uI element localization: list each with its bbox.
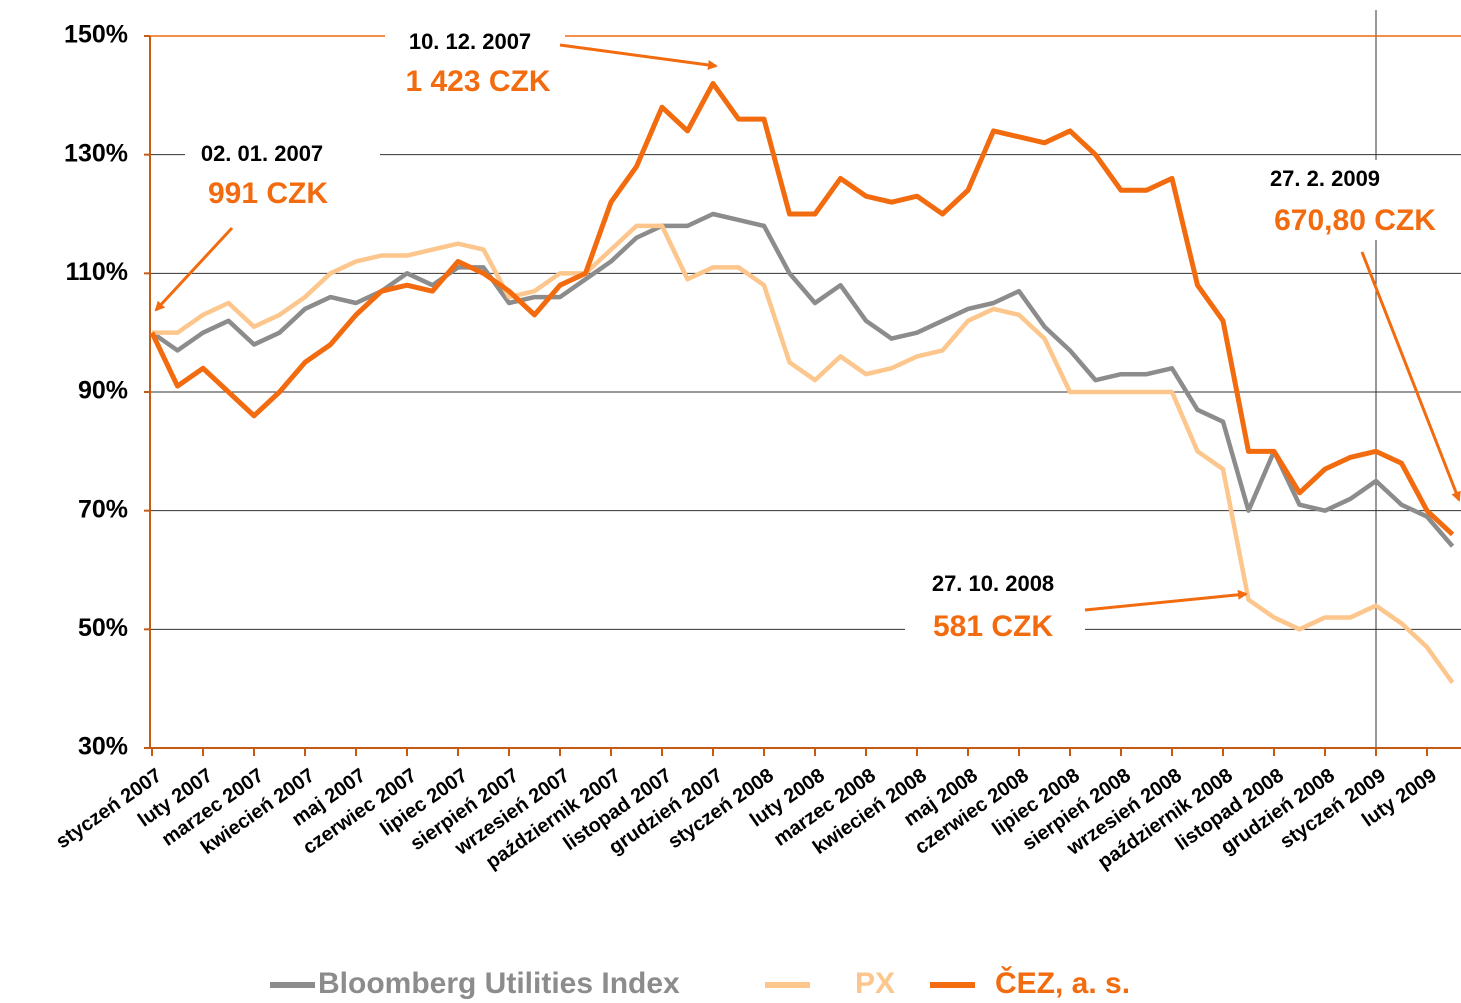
y-tick-label: 30%	[78, 733, 128, 761]
y-tick-label: 130%	[64, 139, 128, 167]
y-tick-label: 90%	[78, 377, 128, 405]
annotation-arrow	[1084, 589, 1248, 612]
legend-label: Bloomberg Utilities Index	[318, 967, 680, 1000]
annotation-date: 27. 10. 2008	[932, 571, 1054, 596]
annotation-date: 10. 12. 2007	[409, 29, 531, 54]
series-line	[149, 80, 1455, 537]
annotation-price: 1 423 CZK	[405, 65, 550, 98]
annotation-price: 670,80 CZK	[1274, 204, 1436, 237]
y-tick-label: 50%	[78, 614, 128, 642]
annotation-bg	[1250, 160, 1455, 240]
annotation-arrow	[1360, 251, 1461, 502]
legend-label: PX	[855, 967, 895, 1000]
annotation-arrow	[559, 43, 718, 70]
legend-label: ČEZ, a. s.	[995, 966, 1130, 1000]
series-line	[152, 223, 1455, 685]
annotation-date: 02. 01. 2007	[201, 141, 323, 166]
annotation-price: 581 CZK	[933, 610, 1053, 643]
annotation-date: 27. 2. 2009	[1270, 166, 1380, 191]
series-line	[150, 211, 1455, 548]
y-tick-label: 110%	[65, 258, 128, 286]
annotation-price: 991 CZK	[208, 177, 328, 210]
annotation-bg	[905, 570, 1085, 655]
annotation-arrow	[154, 226, 234, 312]
y-tick-label: 70%	[78, 495, 128, 523]
annotation-bg	[185, 140, 380, 220]
y-tick-label: 150%	[64, 21, 128, 49]
annotation-bg	[385, 28, 565, 103]
